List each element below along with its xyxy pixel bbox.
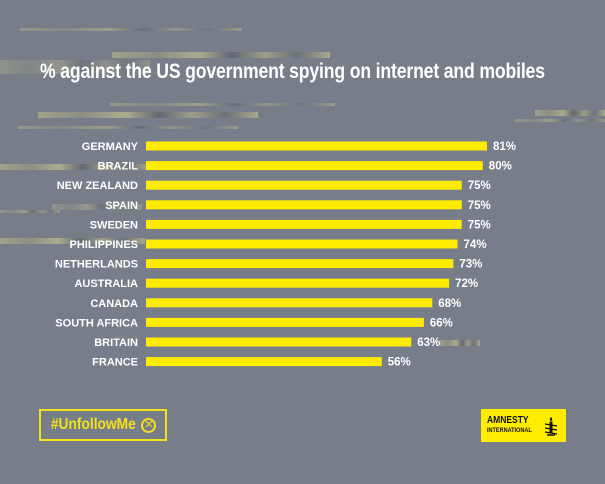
bar <box>146 357 382 367</box>
data-label: 56% <box>388 357 411 369</box>
category-label: AUSTRALIA <box>74 278 138 290</box>
decorative-stripe <box>110 103 335 106</box>
category-label: GERMANY <box>82 141 139 153</box>
bar <box>146 298 433 308</box>
chart-title: % against the US government spying on in… <box>40 60 545 83</box>
bar <box>146 239 458 249</box>
decorative-stripe <box>0 238 145 244</box>
bar <box>146 317 424 327</box>
decorative-stripe <box>20 28 242 31</box>
category-label: BRAZIL <box>98 161 139 173</box>
bar <box>146 180 462 190</box>
bar <box>146 161 483 171</box>
data-label: 63% <box>417 337 440 349</box>
hashtag-badge[interactable]: #UnfollowMe ✕ <box>39 409 167 441</box>
category-label: SOUTH AFRICA <box>55 317 138 329</box>
category-label: SWEDEN <box>90 219 138 231</box>
decorative-stripe <box>0 60 150 74</box>
bar <box>146 200 462 210</box>
decorative-stripe <box>112 52 330 58</box>
data-label: 75% <box>468 219 491 231</box>
decorative-stripe <box>38 112 258 118</box>
decorative-stripe <box>18 126 238 129</box>
logo-line1: AMNESTY <box>487 415 529 427</box>
data-label: 81% <box>493 141 516 153</box>
decorative-stripe <box>0 210 60 213</box>
data-label: 80% <box>489 161 512 173</box>
decorative-stripe <box>515 119 605 122</box>
category-label: SPAIN <box>105 200 138 212</box>
amnesty-logo[interactable]: AMNESTY INTERNATIONAL <box>481 409 566 442</box>
data-label: 74% <box>464 239 487 251</box>
candle-barbed-wire-icon <box>544 417 558 436</box>
category-label: PHILIPPINES <box>70 239 138 251</box>
bar <box>146 278 450 288</box>
hashtag-text: #UnfollowMe <box>50 416 136 433</box>
data-label: 73% <box>459 259 482 271</box>
bar <box>146 259 454 269</box>
bar <box>146 219 462 229</box>
category-label: BRITAIN <box>94 337 138 349</box>
data-label: 75% <box>468 200 491 212</box>
category-label: FRANCE <box>92 357 138 369</box>
data-label: 72% <box>455 278 478 290</box>
bar <box>146 337 412 347</box>
decorative-stripe <box>440 340 480 346</box>
decorative-stripe <box>0 164 150 170</box>
category-label: CANADA <box>90 298 138 310</box>
decorative-stripe <box>535 110 605 116</box>
logo-line2: INTERNATIONAL <box>487 427 532 435</box>
bar <box>146 141 488 151</box>
circled-x-icon: ✕ <box>141 417 157 433</box>
category-label: NEW ZEALAND <box>57 180 138 192</box>
category-label: NETHERLANDS <box>55 259 138 271</box>
data-label: 68% <box>438 298 461 310</box>
data-label: 75% <box>468 180 491 192</box>
decorative-stripe <box>52 204 142 210</box>
data-label: 66% <box>430 317 453 329</box>
